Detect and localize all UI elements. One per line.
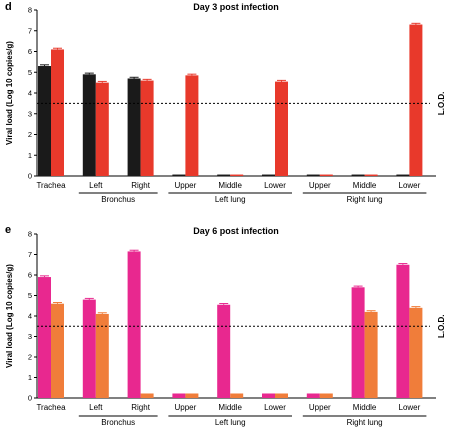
bar <box>172 393 186 398</box>
group-label: Left lung <box>215 418 246 427</box>
y-tick-label: 7 <box>28 26 32 35</box>
bar <box>319 174 333 176</box>
y-tick-label: 3 <box>28 332 32 341</box>
bar <box>364 174 378 176</box>
y-tick-label: 4 <box>28 312 32 321</box>
x-tick-label: Middle <box>353 403 377 412</box>
bar <box>185 393 199 398</box>
x-tick-label: Lower <box>399 181 421 190</box>
bar <box>230 174 244 176</box>
y-tick-label: 2 <box>28 130 32 139</box>
x-tick-label: Right <box>131 403 150 412</box>
bar <box>127 251 141 398</box>
bar <box>351 287 365 398</box>
bar <box>275 393 288 398</box>
x-tick-label: Lower <box>399 403 421 412</box>
y-tick-label: 0 <box>28 394 32 403</box>
x-tick-label: Lower <box>264 403 286 412</box>
bar <box>230 393 244 398</box>
bar <box>396 264 410 398</box>
bar <box>396 174 410 176</box>
x-tick-label: Middle <box>218 403 242 412</box>
bar <box>38 277 51 398</box>
x-tick-label: Upper <box>175 181 197 190</box>
group-label: Right lung <box>347 195 383 204</box>
y-tick-label: 0 <box>28 172 32 181</box>
group-label: Right lung <box>347 418 383 427</box>
bar <box>127 78 141 176</box>
bar <box>38 66 51 176</box>
y-tick-label: 4 <box>28 89 32 98</box>
x-tick-label: Trachea <box>36 181 66 190</box>
bar <box>172 174 186 176</box>
y-tick-label: 6 <box>28 271 32 280</box>
y-tick-label: 1 <box>28 151 32 160</box>
x-tick-label: Left <box>89 181 103 190</box>
x-tick-label: Lower <box>264 181 286 190</box>
panel-letter: d <box>5 1 12 13</box>
y-tick-label: 3 <box>28 109 32 118</box>
bar <box>275 81 288 176</box>
bar <box>217 174 231 176</box>
x-tick-label: Middle <box>218 181 242 190</box>
chart-title: Day 6 post infection <box>193 226 279 236</box>
bar <box>217 304 231 398</box>
panel-letter: e <box>5 224 11 236</box>
bar <box>306 174 320 176</box>
y-tick-label: 6 <box>28 47 32 56</box>
x-tick-label: Upper <box>309 181 331 190</box>
group-label: Bronchus <box>101 418 135 427</box>
bar <box>409 307 423 398</box>
bar <box>51 49 64 176</box>
bar <box>95 313 109 398</box>
y-axis-label: Viral load (Log 10 copies/g) <box>5 264 14 368</box>
bar <box>306 393 320 398</box>
x-tick-label: Upper <box>309 403 331 412</box>
bar <box>262 174 275 176</box>
bar <box>319 393 333 398</box>
y-tick-label: 8 <box>28 230 32 239</box>
lod-label: L.O.D. <box>437 314 446 338</box>
bar <box>82 74 96 176</box>
x-tick-label: Trachea <box>36 403 66 412</box>
y-tick-label: 5 <box>28 68 32 77</box>
bar <box>364 311 378 398</box>
x-tick-label: Upper <box>175 403 197 412</box>
group-label: Left lung <box>215 195 246 204</box>
y-tick-label: 1 <box>28 373 32 382</box>
lod-label: L.O.D. <box>437 92 446 116</box>
bar <box>409 24 423 177</box>
y-tick-label: 8 <box>28 6 32 15</box>
x-tick-label: Middle <box>353 181 377 190</box>
bar <box>140 393 154 398</box>
x-tick-label: Right <box>131 181 150 190</box>
bar <box>51 303 64 398</box>
y-tick-label: 5 <box>28 291 32 300</box>
y-axis-label: Viral load (Log 10 copies/g) <box>5 41 14 145</box>
bar <box>82 299 96 398</box>
y-tick-label: 2 <box>28 353 32 362</box>
bar <box>262 393 275 398</box>
bar <box>140 80 154 176</box>
bar <box>185 75 199 176</box>
bar <box>351 174 365 176</box>
y-tick-label: 7 <box>28 250 32 259</box>
group-label: Bronchus <box>101 195 135 204</box>
chart-title: Day 3 post infection <box>193 2 279 12</box>
x-tick-label: Left <box>89 403 103 412</box>
bar <box>95 82 109 176</box>
